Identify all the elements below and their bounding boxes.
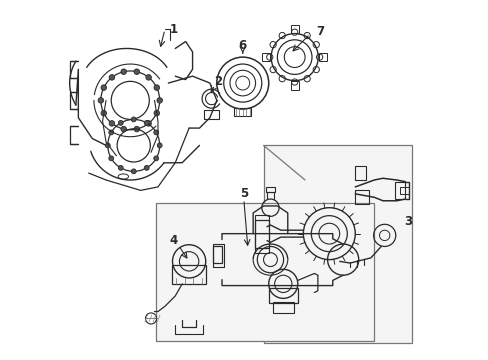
Circle shape <box>157 98 162 103</box>
Bar <box>355 190 368 204</box>
Circle shape <box>154 156 158 161</box>
Bar <box>290 81 298 90</box>
Text: 5: 5 <box>239 187 247 201</box>
Bar <box>318 53 326 61</box>
Circle shape <box>134 126 139 132</box>
Circle shape <box>101 111 106 116</box>
Bar <box>172 265 205 284</box>
Bar <box>213 246 222 263</box>
Bar <box>254 215 268 253</box>
Circle shape <box>154 85 159 90</box>
Circle shape <box>131 169 136 174</box>
Circle shape <box>98 98 103 103</box>
Circle shape <box>131 117 136 122</box>
Bar <box>266 187 274 192</box>
Bar <box>262 53 270 61</box>
Circle shape <box>154 130 158 135</box>
Circle shape <box>145 121 151 126</box>
Bar <box>254 220 268 248</box>
Bar <box>272 302 293 313</box>
Circle shape <box>121 126 126 132</box>
Text: 4: 4 <box>169 234 177 247</box>
Bar <box>234 108 251 116</box>
Circle shape <box>144 121 149 125</box>
Bar <box>203 110 219 120</box>
Bar <box>263 145 411 343</box>
Circle shape <box>109 130 113 135</box>
Circle shape <box>157 143 162 148</box>
Bar <box>355 166 365 180</box>
Circle shape <box>154 111 159 116</box>
Text: 1: 1 <box>169 23 177 36</box>
Text: 7: 7 <box>316 24 324 38</box>
Text: 2: 2 <box>214 75 222 88</box>
Circle shape <box>105 143 110 148</box>
Circle shape <box>145 75 151 80</box>
Circle shape <box>109 156 113 161</box>
Circle shape <box>101 85 106 90</box>
Circle shape <box>118 166 123 170</box>
Bar <box>156 202 373 341</box>
Circle shape <box>109 75 115 80</box>
Circle shape <box>134 69 139 75</box>
Circle shape <box>109 121 115 126</box>
Bar <box>213 244 224 266</box>
Bar <box>290 24 298 33</box>
Circle shape <box>118 121 123 125</box>
Text: 6: 6 <box>238 39 246 51</box>
Bar <box>400 187 408 194</box>
Bar <box>394 182 405 199</box>
Circle shape <box>144 166 149 170</box>
Circle shape <box>121 69 126 75</box>
Bar <box>268 288 297 303</box>
Text: 3: 3 <box>403 215 411 228</box>
